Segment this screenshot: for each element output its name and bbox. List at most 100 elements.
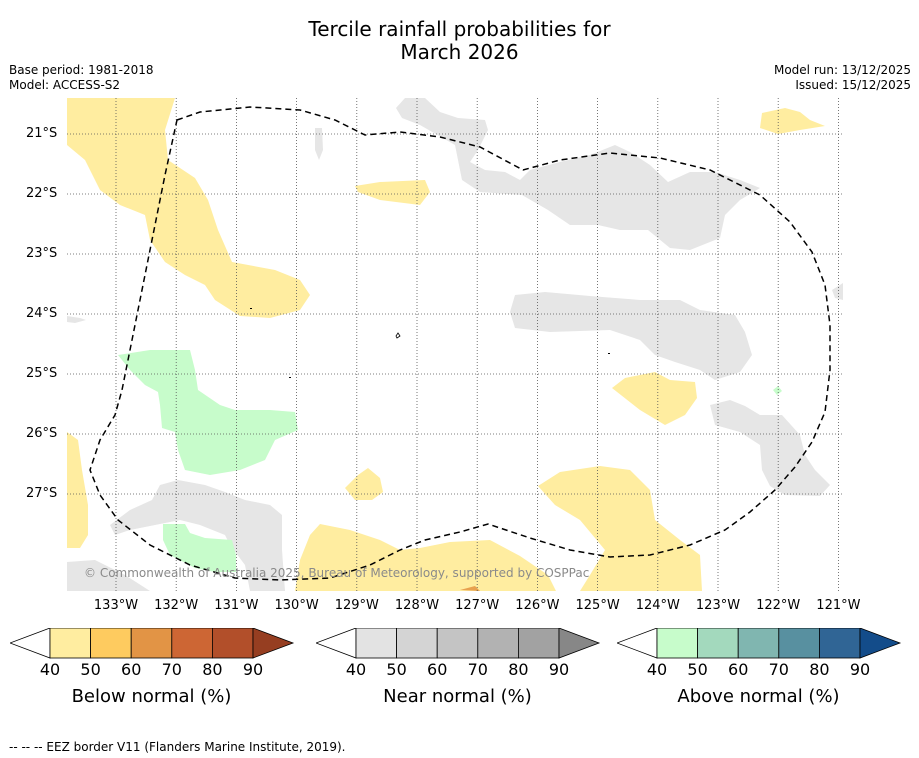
near-region-north bbox=[396, 98, 760, 250]
colorbar-bin bbox=[737, 628, 780, 659]
longitude-label: 122°W bbox=[756, 598, 801, 613]
colorbar-3 bbox=[617, 628, 902, 659]
near-region-east-edge bbox=[832, 283, 843, 300]
latitude-label: 21°S bbox=[26, 126, 58, 141]
latitude-label: 24°S bbox=[26, 306, 58, 321]
colorbar-lower-extend bbox=[316, 628, 357, 659]
colorbar-tick-label: 50 bbox=[386, 660, 407, 679]
colorbar-bin bbox=[818, 628, 861, 659]
below-region-se bbox=[538, 466, 702, 591]
colorbar-tick-label: 70 bbox=[768, 660, 789, 679]
eez-footnote: -- -- -- EEZ border V11 (Flanders Marine… bbox=[9, 740, 346, 754]
colorbar-tick-label: 60 bbox=[121, 660, 142, 679]
latitude-label: 26°S bbox=[26, 426, 58, 441]
colorbar-tick-label: 40 bbox=[39, 660, 61, 679]
colorbar-bin bbox=[211, 628, 254, 659]
below-region-south bbox=[295, 524, 556, 591]
title-line-2: March 2026 bbox=[400, 40, 519, 64]
longitude-label: 126°W bbox=[515, 598, 560, 613]
colorbar-tick-label: 90 bbox=[548, 660, 570, 679]
longitude-label: 130°W bbox=[274, 598, 319, 613]
copyright-notice: © Commonwealth of Australia 2025, Bureau… bbox=[84, 566, 590, 580]
longitude-label: 131°W bbox=[214, 598, 259, 613]
colorbar-tick-label: 80 bbox=[508, 660, 529, 679]
below-region-west bbox=[67, 432, 88, 548]
colorbar-lower-extend bbox=[10, 628, 51, 659]
issued-date: Issued: 15/12/2025 bbox=[795, 78, 911, 92]
near-region-east bbox=[510, 292, 752, 380]
near-region-west-strip bbox=[67, 316, 86, 323]
colorbar-bin bbox=[697, 628, 739, 659]
colorbar-tick-label: 90 bbox=[242, 660, 264, 679]
model-name: Model: ACCESS-S2 bbox=[9, 78, 121, 92]
latitude-label: 23°S bbox=[26, 246, 58, 261]
colorbar-bin bbox=[171, 628, 213, 659]
colorbar-bin bbox=[778, 628, 820, 659]
near-region-sw-corner bbox=[67, 560, 150, 591]
small-orange-patch bbox=[460, 586, 480, 591]
base-period: Base period: 1981-2018 bbox=[9, 63, 154, 77]
colorbar-tick-label: 50 bbox=[80, 660, 101, 679]
island-marker-4 bbox=[250, 308, 252, 309]
colorbar-bin bbox=[49, 628, 91, 659]
near-region-southwest bbox=[110, 480, 285, 591]
above-region-west bbox=[118, 350, 298, 475]
below-normal-regions bbox=[67, 98, 825, 591]
longitude-label: 123°W bbox=[695, 598, 741, 613]
colorbar-tick-label: 60 bbox=[427, 660, 448, 679]
map-gridlines bbox=[67, 98, 843, 591]
colorbar-tick-label: 40 bbox=[345, 660, 367, 679]
island-marker-1 bbox=[395, 332, 401, 339]
colorbar-tick-label: 70 bbox=[467, 660, 488, 679]
title-line-1: Tercile rainfall probabilities for bbox=[308, 17, 611, 41]
longitude-label: 121°W bbox=[816, 598, 861, 613]
colorbar-tick-label: 80 bbox=[809, 660, 830, 679]
near-region-strip-north bbox=[315, 128, 323, 160]
colorbar-upper-extend bbox=[558, 628, 601, 659]
island-marker-2 bbox=[608, 353, 610, 354]
latitude-label: 27°S bbox=[26, 486, 58, 501]
colorbar-bin bbox=[355, 628, 397, 659]
colorbar-bin bbox=[477, 628, 519, 659]
longitude-label: 129°W bbox=[334, 598, 379, 613]
colorbar-tick-label: 70 bbox=[161, 660, 182, 679]
longitude-label: 132°W bbox=[154, 598, 199, 613]
colorbar-title: Near normal (%) bbox=[383, 686, 532, 707]
colorbar-tick-label: 40 bbox=[646, 660, 668, 679]
longitude-label: 124°W bbox=[635, 598, 680, 613]
eez-border bbox=[89, 106, 831, 581]
colorbar-bin bbox=[90, 628, 132, 659]
below-region-small bbox=[345, 468, 383, 500]
colorbar-upper-extend bbox=[859, 628, 902, 659]
colorbar-lower-extend bbox=[617, 628, 658, 659]
colorbar-bin bbox=[517, 628, 560, 659]
colorbar-title: Above normal (%) bbox=[677, 686, 840, 707]
colorbar-tick-label: 60 bbox=[728, 660, 749, 679]
colorbar-bin bbox=[656, 628, 698, 659]
below-region-nw bbox=[67, 98, 310, 318]
latitude-label: 22°S bbox=[26, 186, 58, 201]
colorbar-bin bbox=[396, 628, 438, 659]
colorbar-tick-label: 50 bbox=[687, 660, 708, 679]
longitude-label: 128°W bbox=[394, 598, 440, 613]
below-region-center bbox=[612, 372, 697, 425]
above-region-east-dot bbox=[773, 386, 782, 395]
colorbar-title: Below normal (%) bbox=[71, 686, 232, 707]
colorbar-tick-label: 90 bbox=[849, 660, 871, 679]
model-run: Model run: 13/12/2025 bbox=[773, 63, 911, 77]
longitude-label: 133°W bbox=[93, 598, 139, 613]
colorbar-upper-extend bbox=[252, 628, 295, 659]
longitude-label: 125°W bbox=[575, 598, 620, 613]
longitude-label: 127°W bbox=[455, 598, 500, 613]
near-region-southeast bbox=[710, 400, 830, 496]
latitude-label: 25°S bbox=[26, 366, 58, 381]
map-title: Tercile rainfall probabilities for March… bbox=[0, 18, 919, 64]
below-region-north bbox=[355, 180, 430, 205]
colorbar-bin bbox=[130, 628, 173, 659]
meta-right: Model run: 13/12/2025 Issued: 15/12/2025 bbox=[774, 63, 911, 93]
below-region-ne bbox=[760, 108, 825, 134]
colorbar-2 bbox=[316, 628, 601, 659]
colorbar-bin bbox=[436, 628, 479, 659]
colorbar-tick-label: 80 bbox=[202, 660, 223, 679]
